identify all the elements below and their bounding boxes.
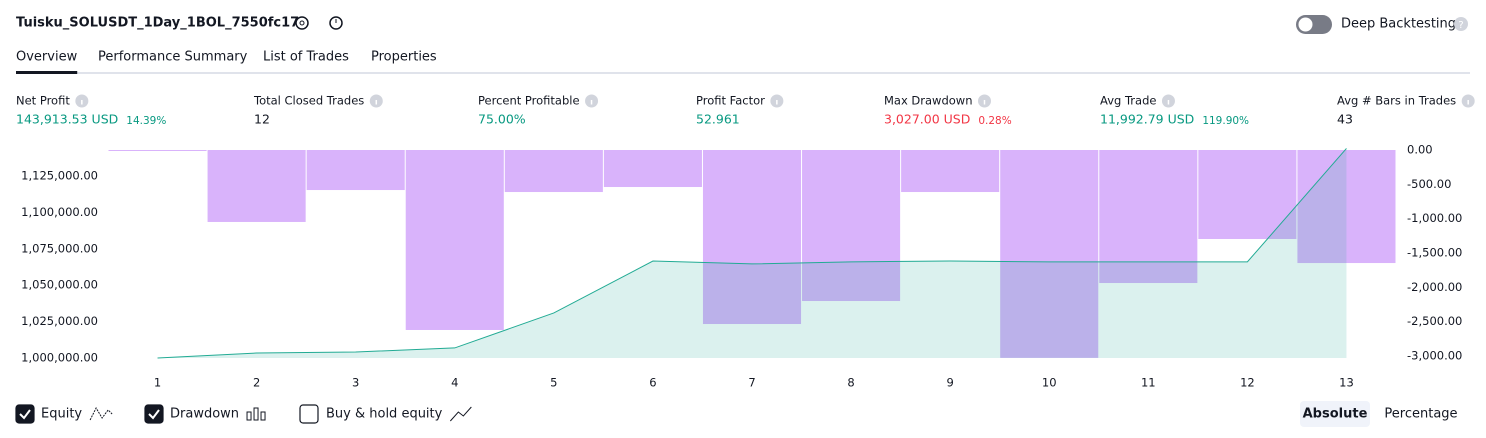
metric-percent: 0.28%: [978, 115, 1011, 127]
tab[interactable]: List of Trades: [263, 50, 349, 65]
metric-label: Percent Profitable: [478, 94, 580, 108]
metric-value: 75.00%: [478, 112, 526, 127]
metric-value: 12: [254, 112, 270, 127]
metric-label: Max Drawdown: [884, 94, 973, 108]
x-tick-label: 2: [253, 376, 260, 390]
metric-value: 3,027.00 USD: [884, 112, 970, 127]
y-tick-label: 1,075,000.00: [21, 241, 98, 255]
drawdown-bar: [108, 150, 207, 151]
metric-percent: 14.39%: [126, 115, 166, 127]
legend-icon: [89, 406, 113, 421]
tab[interactable]: Performance Summary: [98, 50, 248, 65]
x-tick-label: 11: [1141, 376, 1156, 390]
alert-icon[interactable]: [329, 16, 343, 30]
view-button-bg[interactable]: [1300, 401, 1370, 427]
x-tick-label: 5: [550, 376, 557, 390]
help-icon[interactable]: ?: [1454, 17, 1468, 31]
equity-area: [157, 148, 1347, 358]
x-tick-label: 4: [451, 376, 458, 390]
x-tick-label: 1: [154, 376, 161, 390]
legend-icon: [246, 411, 252, 421]
metric-percent: 119.90%: [1202, 115, 1249, 127]
toggle[interactable]: [1296, 15, 1332, 34]
drawdown-bar: [702, 150, 802, 325]
view-button[interactable]: Percentage: [1384, 407, 1457, 422]
y2-tick-label: -2,000.00: [1407, 280, 1462, 294]
metric-value: 11,992.79 USD: [1100, 112, 1194, 127]
legend-label: Drawdown: [170, 407, 239, 422]
y2-tick-label: -1,000.00: [1407, 211, 1462, 225]
metric-value: 43: [1337, 112, 1353, 127]
tab[interactable]: Properties: [371, 50, 437, 65]
legend-icon: [449, 406, 472, 422]
view-button[interactable]: Absolute: [1303, 407, 1368, 422]
svg-text:?: ?: [1458, 20, 1463, 31]
strategy-title: Tuisku_SOLUSDT_1Day_1BOL_7550fc17: [16, 16, 299, 31]
metric-value: 52.961: [696, 112, 740, 127]
checkbox[interactable]: [15, 404, 35, 424]
metric-label: Avg Trade: [1100, 94, 1156, 108]
drawdown-bar: [1000, 150, 1099, 358]
legend-label: Equity: [41, 407, 82, 422]
y-tick-label: 1,100,000.00: [21, 205, 98, 219]
x-tick-label: 6: [649, 376, 656, 390]
y-tick-label: 1,000,000.00: [21, 350, 98, 364]
checkbox[interactable]: [144, 404, 164, 424]
y2-tick-label: -3,000.00: [1407, 349, 1462, 363]
drawdown-bar: [405, 150, 504, 330]
y2-tick-label: -1,500.00: [1407, 246, 1462, 260]
drawdown-bar: [207, 150, 306, 222]
active-tab-underline: [16, 71, 78, 74]
metric-label: Total Closed Trades: [253, 94, 364, 108]
x-tick-label: 13: [1339, 376, 1354, 390]
x-tick-label: 8: [847, 376, 854, 390]
y2-tick-label: 0.00: [1407, 143, 1433, 157]
checkbox[interactable]: [299, 404, 319, 424]
drawdown-bar: [504, 150, 603, 193]
drawdown-bar: [603, 150, 702, 188]
legend-label: Buy & hold equity: [326, 407, 443, 422]
metric-label: Profit Factor: [696, 94, 765, 108]
y-tick-label: 1,050,000.00: [21, 278, 98, 292]
drawdown-bar: [306, 150, 405, 191]
x-tick-label: 7: [748, 376, 755, 390]
drawdown-bar: [901, 150, 1000, 193]
x-tick-label: 12: [1240, 376, 1255, 390]
metric-value: 143,913.53 USD: [16, 112, 118, 127]
metric-label: Net Profit: [16, 94, 70, 108]
drawdown-bar: [802, 150, 901, 302]
y-tick-label: 1,025,000.00: [21, 314, 98, 328]
legend-icon: [260, 411, 266, 421]
toggle-label: Deep Backtesting: [1341, 17, 1456, 32]
checkmark: [19, 409, 31, 420]
y-tick-label: 1,125,000.00: [21, 168, 98, 182]
y2-tick-label: -2,500.00: [1407, 314, 1462, 328]
tab[interactable]: Overview: [16, 50, 78, 65]
x-tick-label: 10: [1042, 376, 1057, 390]
drawdown-bar: [1099, 150, 1198, 284]
x-tick-label: 9: [946, 376, 953, 390]
settings-icon[interactable]: [295, 16, 309, 30]
checkmark: [148, 409, 160, 420]
drawdown-bar: [1297, 150, 1396, 264]
equity-line: [157, 148, 1347, 359]
y2-tick-label: -500.00: [1407, 177, 1451, 191]
x-tick-label: 3: [352, 376, 359, 390]
metric-label: Avg # Bars in Trades: [1337, 94, 1456, 108]
legend-icon: [253, 407, 259, 421]
